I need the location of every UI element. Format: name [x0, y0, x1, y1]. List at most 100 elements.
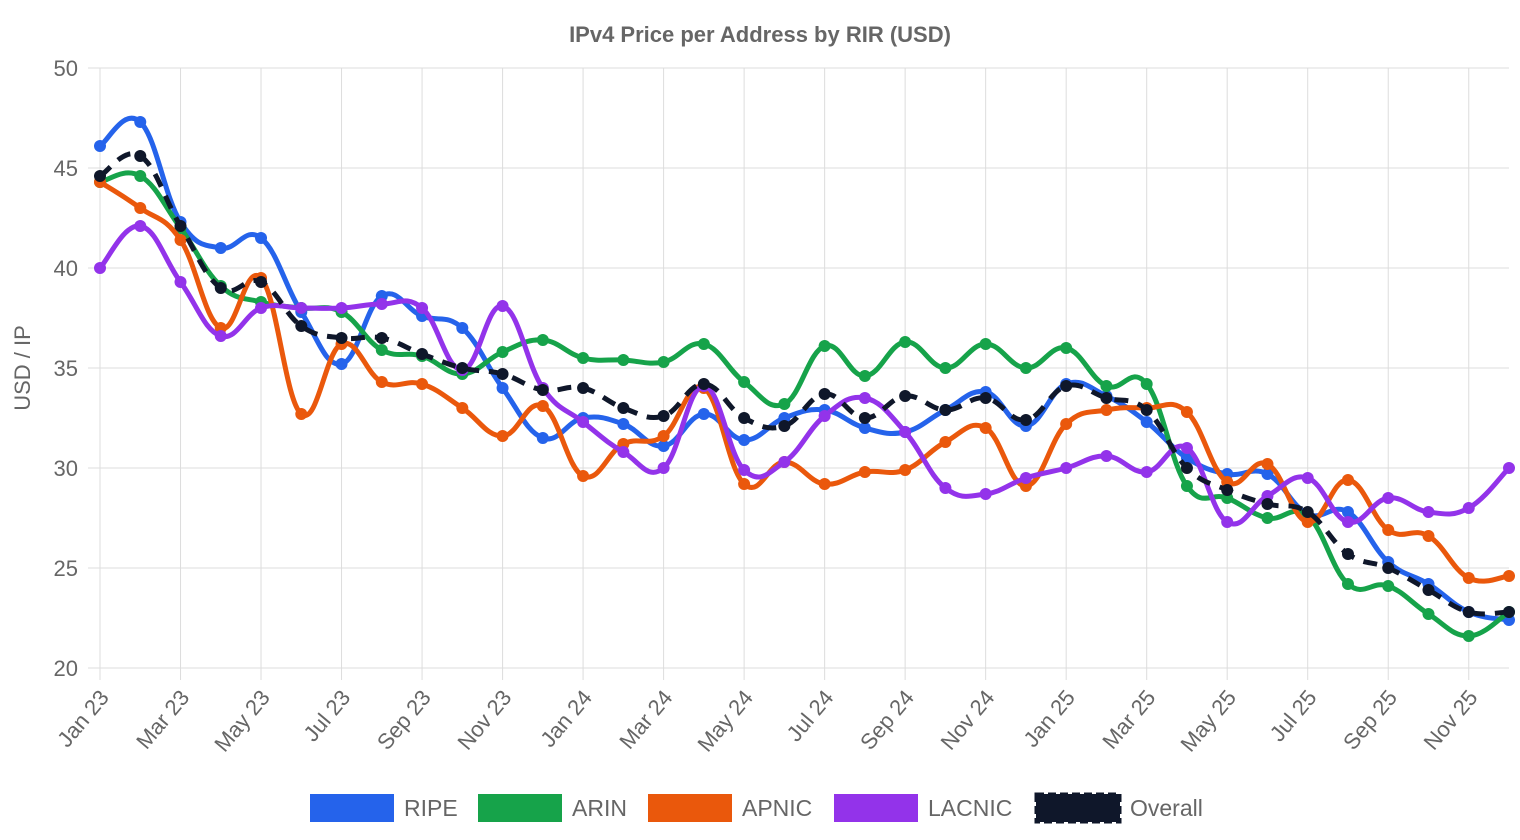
- point-lacnic[interactable]: [1462, 502, 1475, 514]
- legend[interactable]: RIPE ARIN APNIC LACNIC Overall: [310, 792, 1203, 824]
- point-apnic[interactable]: [456, 402, 469, 414]
- point-overall[interactable]: [536, 384, 549, 396]
- point-lacnic[interactable]: [657, 462, 670, 474]
- point-overall[interactable]: [1019, 414, 1032, 426]
- point-overall[interactable]: [1462, 606, 1475, 618]
- point-ripe[interactable]: [657, 440, 670, 452]
- point-ripe[interactable]: [617, 418, 630, 430]
- point-ripe[interactable]: [858, 422, 871, 434]
- point-lacnic[interactable]: [1382, 492, 1395, 504]
- point-ripe[interactable]: [1341, 506, 1354, 518]
- point-lacnic[interactable]: [335, 302, 348, 314]
- point-lacnic[interactable]: [939, 482, 952, 494]
- point-overall[interactable]: [456, 362, 469, 374]
- point-apnic[interactable]: [899, 464, 912, 476]
- point-lacnic[interactable]: [858, 392, 871, 404]
- point-overall[interactable]: [335, 332, 348, 344]
- point-ripe[interactable]: [134, 116, 147, 128]
- point-overall[interactable]: [1221, 484, 1234, 496]
- point-arin[interactable]: [738, 376, 751, 388]
- point-overall[interactable]: [818, 388, 831, 400]
- point-arin[interactable]: [1462, 630, 1475, 642]
- point-overall[interactable]: [416, 348, 429, 360]
- point-lacnic[interactable]: [295, 302, 308, 314]
- point-lacnic[interactable]: [375, 298, 388, 310]
- point-overall[interactable]: [979, 392, 992, 404]
- point-lacnic[interactable]: [1140, 466, 1153, 478]
- point-apnic[interactable]: [738, 478, 751, 490]
- point-overall[interactable]: [255, 276, 268, 288]
- point-overall[interactable]: [214, 282, 227, 294]
- point-apnic[interactable]: [174, 234, 187, 246]
- point-arin[interactable]: [858, 370, 871, 382]
- point-overall[interactable]: [697, 378, 710, 390]
- point-overall[interactable]: [617, 402, 630, 414]
- point-lacnic[interactable]: [94, 262, 106, 274]
- point-apnic[interactable]: [1100, 404, 1113, 416]
- point-overall[interactable]: [134, 150, 147, 162]
- point-lacnic[interactable]: [496, 300, 509, 312]
- point-lacnic[interactable]: [1422, 506, 1435, 518]
- point-lacnic[interactable]: [1503, 462, 1515, 474]
- point-apnic[interactable]: [375, 376, 388, 388]
- point-arin[interactable]: [536, 334, 549, 346]
- point-arin[interactable]: [1261, 512, 1274, 524]
- point-lacnic[interactable]: [174, 276, 187, 288]
- point-arin[interactable]: [899, 336, 912, 348]
- point-lacnic[interactable]: [214, 330, 227, 342]
- point-arin[interactable]: [1019, 362, 1032, 374]
- point-apnic[interactable]: [1261, 458, 1274, 470]
- point-arin[interactable]: [939, 362, 952, 374]
- point-arin[interactable]: [617, 354, 630, 366]
- point-overall[interactable]: [375, 332, 388, 344]
- point-apnic[interactable]: [1503, 570, 1515, 582]
- point-apnic[interactable]: [536, 400, 549, 412]
- legend-item-overall[interactable]: Overall: [1034, 792, 1203, 824]
- point-overall[interactable]: [496, 368, 509, 380]
- point-arin[interactable]: [496, 346, 509, 358]
- point-apnic[interactable]: [1341, 474, 1354, 486]
- point-apnic[interactable]: [577, 470, 590, 482]
- point-overall[interactable]: [1100, 392, 1113, 404]
- point-ripe[interactable]: [1261, 468, 1274, 480]
- legend-item-lacnic[interactable]: LACNIC: [834, 794, 1012, 822]
- point-arin[interactable]: [979, 338, 992, 350]
- point-arin[interactable]: [697, 338, 710, 350]
- point-lacnic[interactable]: [416, 302, 429, 314]
- point-apnic[interactable]: [1422, 530, 1435, 542]
- point-overall[interactable]: [94, 170, 106, 182]
- point-lacnic[interactable]: [899, 426, 912, 438]
- point-lacnic[interactable]: [738, 464, 751, 476]
- point-apnic[interactable]: [657, 430, 670, 442]
- point-apnic[interactable]: [1301, 516, 1314, 528]
- point-arin[interactable]: [375, 344, 388, 356]
- point-overall[interactable]: [174, 220, 187, 232]
- point-ripe[interactable]: [536, 432, 549, 444]
- point-ripe[interactable]: [1140, 416, 1153, 428]
- point-lacnic[interactable]: [818, 410, 831, 422]
- point-apnic[interactable]: [1180, 406, 1193, 418]
- point-lacnic[interactable]: [617, 446, 630, 458]
- point-overall[interactable]: [1140, 404, 1153, 416]
- point-ripe[interactable]: [496, 382, 509, 394]
- point-ripe[interactable]: [94, 140, 106, 152]
- point-ripe[interactable]: [456, 322, 469, 334]
- point-arin[interactable]: [778, 398, 791, 410]
- point-arin[interactable]: [1382, 580, 1395, 592]
- point-overall[interactable]: [738, 412, 751, 424]
- point-lacnic[interactable]: [1180, 442, 1193, 454]
- point-lacnic[interactable]: [979, 488, 992, 500]
- point-overall[interactable]: [657, 410, 670, 422]
- point-ripe[interactable]: [697, 408, 710, 420]
- legend-item-apnic[interactable]: APNIC: [648, 794, 812, 822]
- point-overall[interactable]: [899, 390, 912, 402]
- point-overall[interactable]: [1503, 606, 1515, 618]
- point-apnic[interactable]: [496, 430, 509, 442]
- point-ripe[interactable]: [738, 434, 751, 446]
- point-overall[interactable]: [1261, 498, 1274, 510]
- point-overall[interactable]: [1180, 462, 1193, 474]
- point-ripe[interactable]: [214, 242, 227, 254]
- point-lacnic[interactable]: [1301, 472, 1314, 484]
- point-overall[interactable]: [1341, 548, 1354, 560]
- point-lacnic[interactable]: [134, 220, 147, 232]
